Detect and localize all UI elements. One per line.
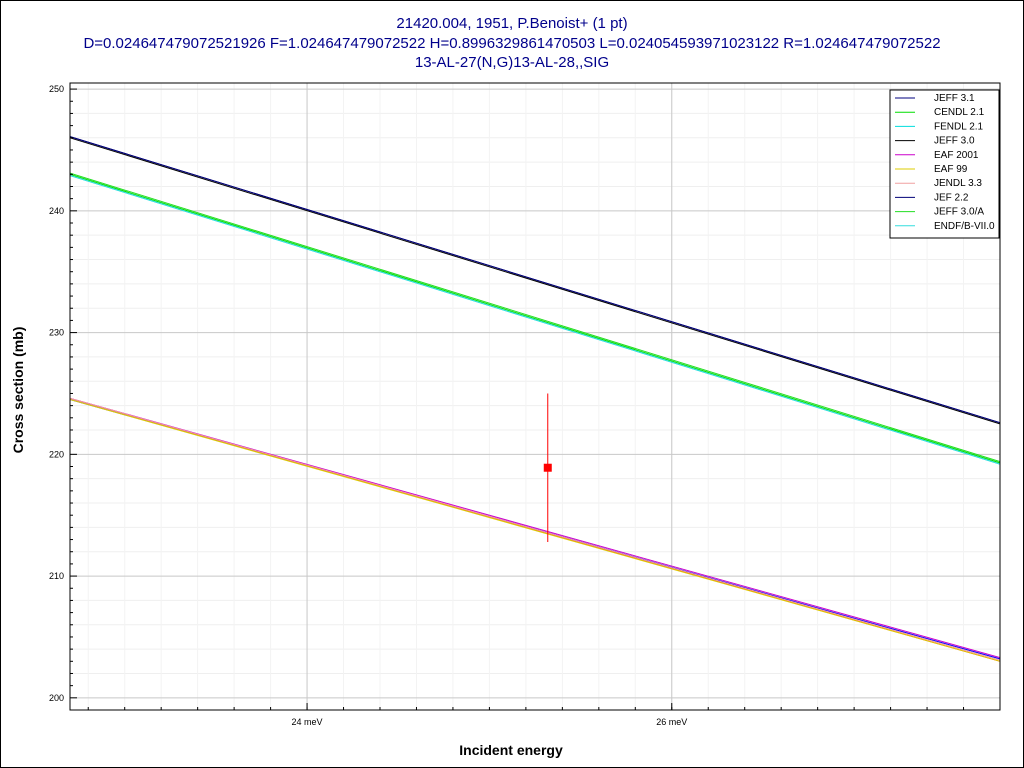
grid-lines (70, 83, 1001, 710)
legend-entry: JEF 2.2 (934, 192, 969, 203)
series-line (69, 172, 1001, 463)
legend: JEFF 3.1 CENDL 2.1 FENDL 2.1 JEFF 3.0 EAF 20… (889, 89, 1000, 239)
legend-entry: CENDL 2.1 (934, 107, 985, 118)
series-line (69, 399, 1001, 662)
plot-border (69, 82, 1001, 711)
series-line (69, 175, 1001, 465)
series-line (69, 137, 1001, 425)
plot-background (70, 83, 1000, 710)
legend-entry: EAF 2001 (934, 150, 979, 161)
y-axis-title: Cross section (mb) (10, 327, 26, 454)
axes: 200 210 220 230 240 250 24 meV 26 meV (49, 82, 1001, 727)
x-axis-title: Incident energy (459, 742, 563, 758)
y-tick-label: 220 (49, 449, 64, 459)
legend-entry: JEFF 3.1 (934, 93, 975, 104)
series-line (69, 173, 1001, 464)
chart-subtitle: D=0.024647479072521926 F=1.0246474790725… (83, 35, 941, 52)
legend-entry: JEFF 3.0 (934, 136, 975, 147)
data-point (543, 463, 552, 472)
x-tick-label: 26 meV (656, 717, 687, 727)
y-tick-label: 240 (49, 206, 64, 216)
x-tick-label: 24 meV (292, 717, 323, 727)
y-tick-label: 230 (49, 328, 64, 338)
y-tick-label: 250 (49, 84, 64, 94)
evaluation-curves (69, 136, 1001, 662)
legend-entry: EAF 99 (934, 164, 968, 175)
chart-title: 21420.004, 1951, P.Benoist+ (1 pt) (396, 15, 628, 32)
series-line (69, 397, 1001, 661)
series-line (69, 136, 1001, 424)
y-tick-label: 200 (49, 693, 64, 703)
legend-entry: FENDL 2.1 (934, 121, 984, 132)
chart-reaction: 13-AL-27(N,G)13-AL-28,,SIG (414, 54, 610, 71)
measurement-points (543, 393, 552, 542)
y-tick-label: 210 (49, 571, 64, 581)
legend-entry: JENDL 3.3 (934, 178, 982, 189)
legend-entry: ENDF/B-VII.0 (934, 221, 995, 232)
legend-entry: JEFF 3.0/A (934, 207, 984, 218)
legend-box (889, 89, 1000, 239)
